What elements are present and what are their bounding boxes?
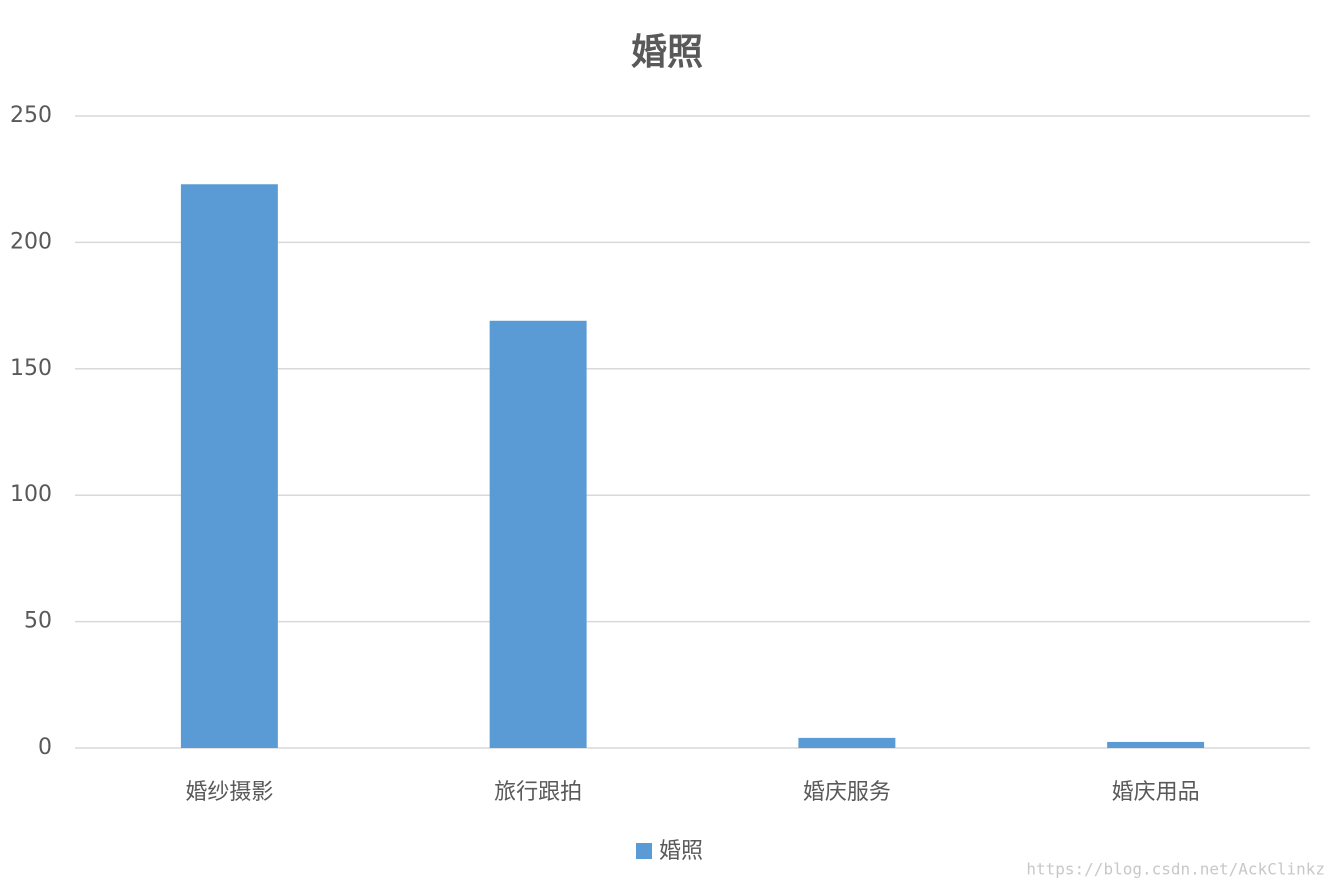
watermark: https://blog.csdn.net/AckClinkz xyxy=(1026,860,1325,879)
chart-title: 婚照 xyxy=(631,31,703,73)
y-tick-label: 0 xyxy=(38,735,52,760)
legend-label: 婚照 xyxy=(659,839,703,864)
y-tick-label: 100 xyxy=(10,482,52,507)
bar xyxy=(180,184,278,749)
x-tick-label: 婚庆服务 xyxy=(803,780,891,805)
y-tick-label: 250 xyxy=(10,103,52,128)
x-tick-label: 旅行跟拍 xyxy=(494,780,582,805)
x-tick-label: 婚庆用品 xyxy=(1112,780,1200,805)
y-tick-label: 200 xyxy=(10,229,52,254)
y-tick-label: 150 xyxy=(10,356,52,381)
x-tick-label: 婚纱摄影 xyxy=(185,780,273,805)
legend-swatch xyxy=(636,843,652,859)
bar xyxy=(1107,741,1205,748)
bar xyxy=(489,320,587,748)
y-tick-label: 50 xyxy=(24,609,52,634)
bar xyxy=(798,737,896,748)
